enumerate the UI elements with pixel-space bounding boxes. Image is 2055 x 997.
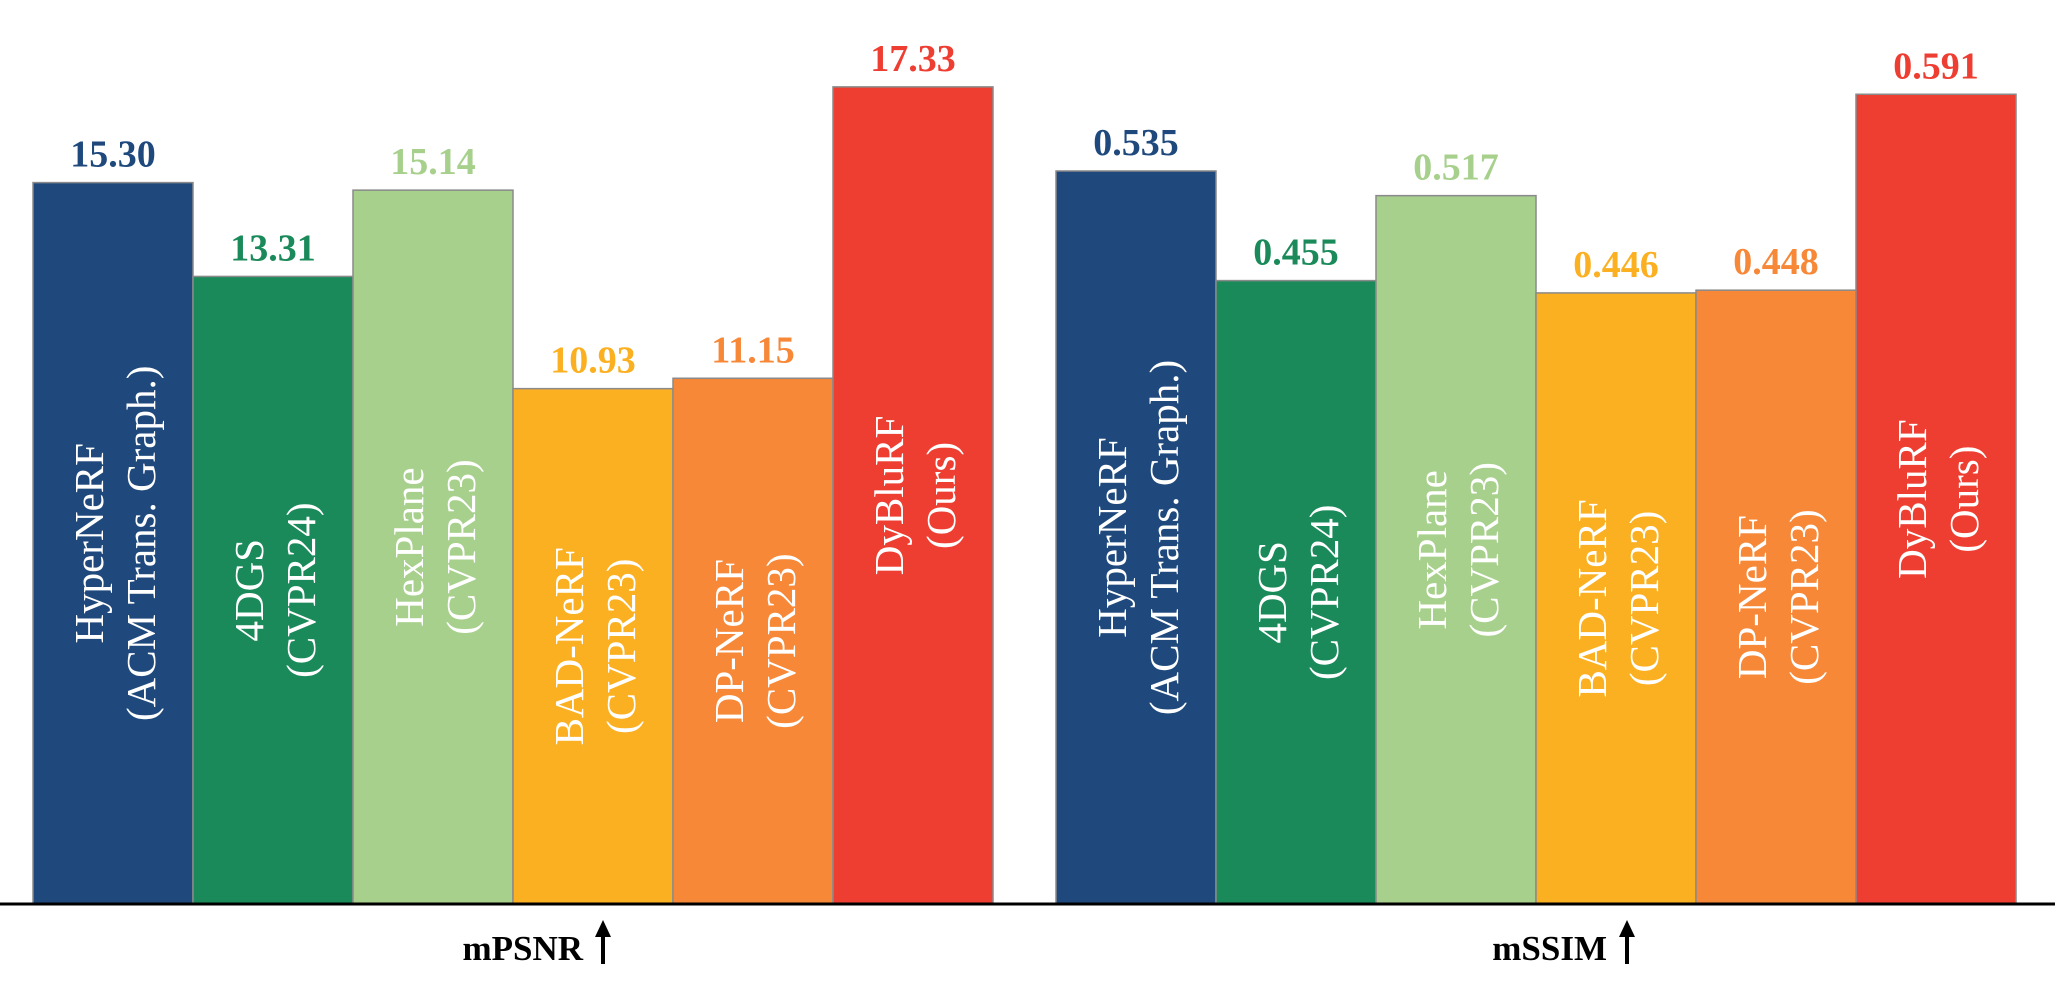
category-label-4dgs: 4DGS (CVPR24): [226, 503, 324, 678]
x-axis-label-mssim: mSSIM: [1492, 929, 1607, 968]
bar-hypernerf: [1055, 170, 1217, 905]
bar-4dgs: [192, 275, 354, 905]
category-label-hexplane: HexPlane (CVPR23): [386, 459, 484, 634]
category-label-hexplane: HexPlane (CVPR23): [1409, 462, 1507, 637]
data-label-hypernerf: 0.535: [1093, 122, 1179, 164]
category-label-hypernerf: HyperNeRF (ACM Trans. Graph.): [66, 366, 164, 721]
bar-bad-nerf: [1535, 292, 1697, 905]
bar-4dgs: [1215, 279, 1377, 905]
up-arrow-icon: [1619, 920, 1635, 964]
category-label-dp-nerf: DP-NeRF (CVPR23): [706, 553, 804, 728]
bar-hypernerf: [32, 181, 194, 905]
data-label-4dgs: 0.455: [1253, 232, 1339, 274]
bar-dp-nerf: [1695, 289, 1857, 905]
category-label-dp-nerf: DP-NeRF (CVPR23): [1729, 509, 1827, 684]
bar-dyblurf: [1855, 93, 2017, 905]
data-label-dp-nerf: 0.448: [1733, 241, 1819, 283]
bar-dp-nerf: [672, 377, 834, 905]
data-label-4dgs: 13.31: [230, 227, 316, 269]
x-axis-label-mpsnr: mPSNR: [462, 929, 583, 968]
data-label-dp-nerf: 11.15: [711, 329, 794, 371]
data-label-bad-nerf: 10.93: [550, 340, 636, 382]
data-label-bad-nerf: 0.446: [1573, 244, 1659, 286]
up-arrow-icon: [595, 920, 611, 964]
category-label-4dgs: 4DGS (CVPR24): [1249, 505, 1347, 680]
category-label-hypernerf: HyperNeRF (ACM Trans. Graph.): [1089, 360, 1187, 715]
data-label-dyblurf: 17.33: [870, 38, 956, 80]
bar-bad-nerf: [512, 387, 674, 905]
mpsnr-chart-panel: 15.30 HyperNeRF (ACM Trans. Graph.) 13.31 4D…: [32, 38, 994, 905]
bar-hexplane: [352, 189, 514, 905]
bar-hexplane: [1375, 194, 1537, 905]
data-label-dyblurf: 0.591: [1893, 45, 1979, 87]
category-label-bad-nerf: BAD-NeRF (CVPR23): [1569, 499, 1667, 697]
bar-dyblurf: [832, 86, 994, 905]
data-label-hexplane: 0.517: [1413, 147, 1499, 189]
category-label-dyblurf: DyBluRF (Ours): [866, 416, 964, 576]
data-label-hexplane: 15.14: [390, 141, 476, 183]
data-label-hypernerf: 15.30: [70, 134, 156, 176]
mssim-chart-panel: 0.535 HyperNeRF (ACM Trans. Graph.) 0.455 4D…: [1055, 45, 2017, 905]
category-label-bad-nerf: BAD-NeRF (CVPR23): [546, 547, 644, 745]
category-label-dyblurf: DyBluRF (Ours): [1889, 419, 1987, 578]
